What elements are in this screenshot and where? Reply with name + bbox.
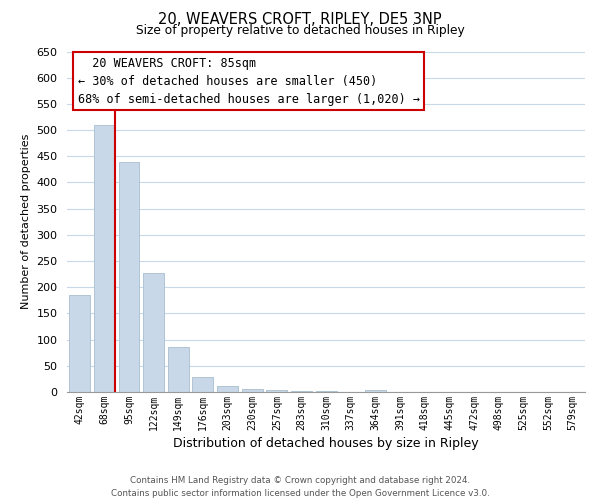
Bar bbox=[69, 295, 90, 392]
Bar bbox=[242, 390, 263, 392]
X-axis label: Distribution of detached houses by size in Ripley: Distribution of detached houses by size … bbox=[173, 437, 479, 450]
Bar bbox=[365, 390, 386, 392]
Bar bbox=[217, 386, 238, 392]
Bar bbox=[143, 272, 164, 392]
Bar bbox=[193, 378, 214, 392]
Bar bbox=[119, 162, 139, 392]
Bar bbox=[316, 391, 337, 392]
Bar bbox=[168, 348, 189, 392]
Bar bbox=[291, 391, 312, 392]
Text: 20, WEAVERS CROFT, RIPLEY, DE5 3NP: 20, WEAVERS CROFT, RIPLEY, DE5 3NP bbox=[158, 12, 442, 28]
Bar bbox=[266, 390, 287, 392]
Text: 20 WEAVERS CROFT: 85sqm
← 30% of detached houses are smaller (450)
68% of semi-d: 20 WEAVERS CROFT: 85sqm ← 30% of detache… bbox=[78, 56, 420, 106]
Text: Contains HM Land Registry data © Crown copyright and database right 2024.
Contai: Contains HM Land Registry data © Crown c… bbox=[110, 476, 490, 498]
Text: Size of property relative to detached houses in Ripley: Size of property relative to detached ho… bbox=[136, 24, 464, 37]
Bar bbox=[94, 125, 115, 392]
Y-axis label: Number of detached properties: Number of detached properties bbox=[21, 134, 31, 310]
